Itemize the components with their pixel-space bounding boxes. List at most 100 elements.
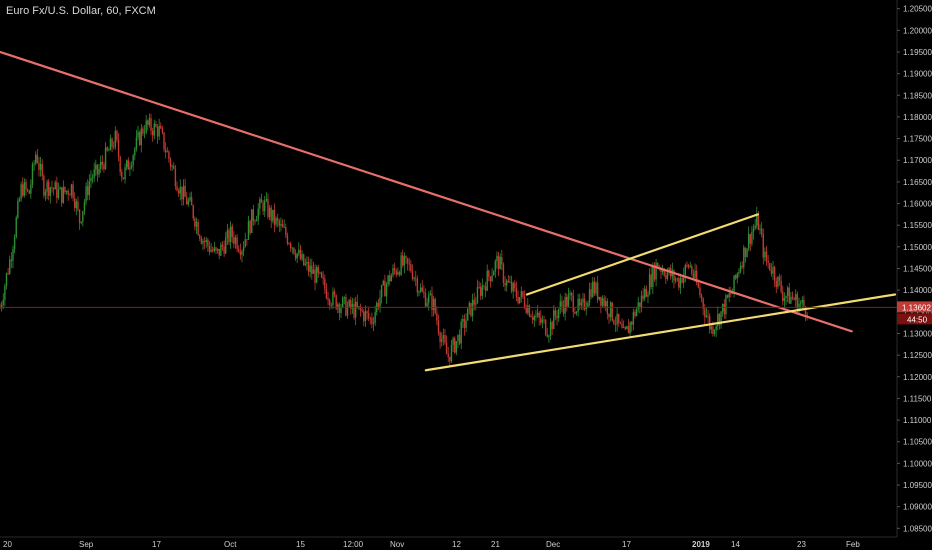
candle-down [64,186,66,193]
candle-down [803,299,805,307]
candle-up [59,187,61,190]
candle-up [91,177,94,179]
candle-down [77,201,79,210]
time-tick-label: Dec [546,540,560,549]
candle-up [275,217,277,225]
candle-down [48,181,50,196]
candle-up [592,281,594,297]
candle-up [374,312,376,323]
candle-down [200,238,203,244]
candle-up [264,200,266,212]
candle-up [129,167,131,170]
candle-down [613,320,615,324]
candlestick-series [0,113,808,366]
candle-down [402,255,404,266]
candle-up [601,298,604,306]
price-tick-label: 1.12500 [903,351,932,360]
candle-down [775,280,777,287]
candle-down [517,297,519,303]
candle-down [501,256,503,265]
candle-down [436,313,438,321]
candle-up [512,283,514,292]
candle-up [577,298,579,312]
candle-up [332,291,334,306]
candle-down [702,298,704,309]
candle-up [752,228,755,232]
candle-up [70,184,73,196]
candle-down [203,240,206,242]
candle-down [168,151,170,159]
candle-up [413,277,415,279]
candle-up [88,181,91,196]
candle-up [679,277,682,288]
candle-down [10,259,13,261]
candle-down [618,313,620,323]
price-tick-label: 1.20000 [903,26,932,35]
candle-down [497,255,500,270]
candle-down [663,270,665,276]
candle-up [527,305,529,313]
candle-down [239,251,242,255]
candle-down [207,239,209,246]
candle-up [283,227,285,228]
candle-down [164,149,167,153]
candle-down [712,326,714,334]
candle-down [106,147,108,151]
candle-down [369,317,371,319]
candle-up [689,266,691,268]
candle-down [439,332,441,343]
candle-down [393,268,396,271]
candle-up [309,265,311,272]
candle-down [215,247,217,251]
time-tick-label: 17 [622,540,631,549]
candle-down [286,235,289,244]
candle-up [195,221,198,227]
candle-down [454,338,456,353]
price-tick-label: 1.11000 [903,416,932,425]
candle-up [44,191,47,196]
candle-down [28,190,30,194]
candle-down [757,214,760,230]
candle-down [317,266,320,273]
candle-down [26,189,29,191]
candle-up [225,237,227,254]
candle-down [416,278,419,293]
price-tick-label: 1.17500 [903,135,932,144]
candle-down [270,207,272,221]
candle-down [405,256,407,259]
candle-up [674,279,677,281]
candle-up [247,220,250,240]
candle-down [281,223,284,228]
candle-up [341,297,344,308]
candle-up [605,301,607,307]
candle-up [520,291,523,297]
candle-up [75,201,78,208]
candle-up [795,294,797,300]
candle-up [783,298,786,301]
candle-down [192,205,194,219]
candle-up [557,309,560,319]
current-price-tag [897,301,932,313]
candle-down [691,266,693,274]
candle-up [751,231,753,244]
candle-down [726,295,729,298]
candle-down [678,278,680,288]
candle-down [43,176,45,196]
candle-up [80,221,82,223]
candle-down [546,334,548,337]
candle-down [142,128,144,134]
candle-down [773,267,776,281]
candle-up [83,201,86,211]
candle-down [788,287,790,304]
candle-up [379,297,381,307]
price-tick-label: 1.13000 [903,329,932,338]
candle-up [30,184,32,194]
candle-down [484,286,487,291]
candle-up [39,164,42,170]
candle-down [762,234,764,258]
candle-down [51,187,53,189]
time-tick-label: 23 [797,540,806,549]
candle-down [260,199,263,203]
candle-up [82,210,84,222]
